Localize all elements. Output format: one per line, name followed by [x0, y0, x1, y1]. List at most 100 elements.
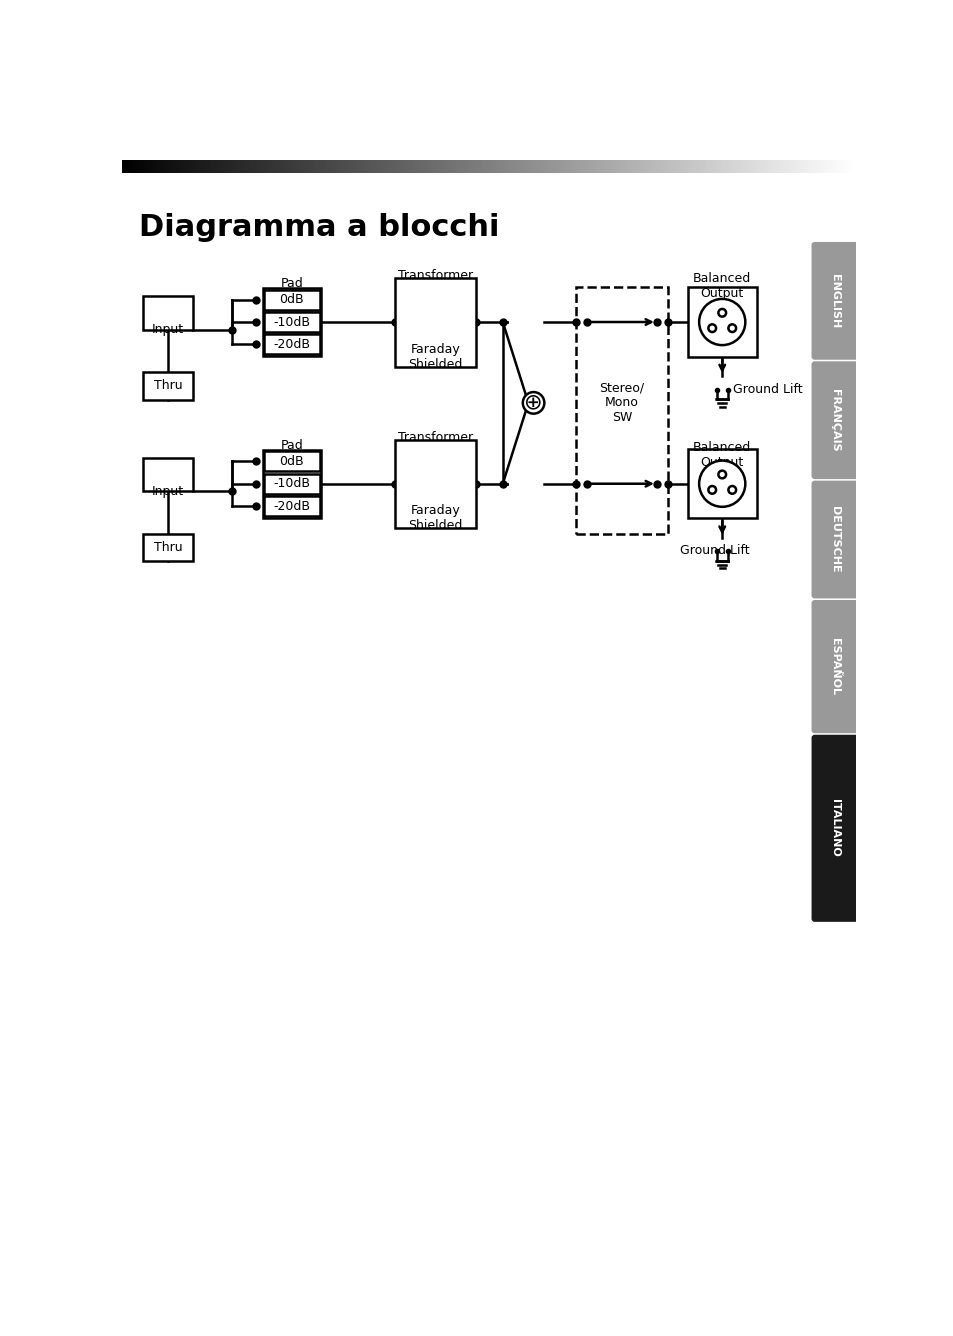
Bar: [753, 160, 757, 172]
Bar: [353, 160, 356, 172]
Bar: [448, 160, 452, 172]
Bar: [577, 160, 580, 172]
Bar: [382, 160, 386, 172]
Bar: [283, 160, 287, 172]
Bar: [360, 160, 364, 172]
Bar: [801, 160, 804, 172]
Bar: [452, 160, 456, 172]
Bar: [232, 160, 235, 172]
Bar: [143, 371, 193, 399]
Bar: [228, 160, 232, 172]
Bar: [628, 160, 632, 172]
Bar: [602, 160, 606, 172]
Bar: [217, 160, 220, 172]
Text: Faraday
Shielded: Faraday Shielded: [408, 342, 462, 370]
Bar: [646, 160, 650, 172]
Bar: [826, 160, 830, 172]
Bar: [220, 160, 224, 172]
Bar: [316, 160, 319, 172]
Bar: [727, 160, 731, 172]
Bar: [587, 160, 591, 172]
Bar: [686, 160, 690, 172]
Bar: [841, 160, 844, 172]
Bar: [264, 334, 319, 354]
Bar: [422, 160, 426, 172]
Bar: [760, 160, 763, 172]
Bar: [158, 160, 162, 172]
Bar: [470, 160, 474, 172]
Bar: [305, 160, 309, 172]
Text: Transformer: Transformer: [397, 269, 473, 282]
Bar: [690, 160, 694, 172]
Text: ITALIANO: ITALIANO: [829, 799, 840, 858]
Text: Transformer: Transformer: [397, 430, 473, 444]
Bar: [408, 160, 412, 172]
Bar: [192, 160, 194, 172]
Bar: [349, 160, 353, 172]
Bar: [396, 160, 400, 172]
Bar: [598, 160, 602, 172]
Text: 0dB: 0dB: [279, 293, 304, 306]
Bar: [503, 160, 507, 172]
Bar: [393, 160, 396, 172]
Bar: [243, 160, 246, 172]
Bar: [129, 160, 132, 172]
Bar: [154, 160, 158, 172]
Bar: [529, 160, 533, 172]
Bar: [539, 160, 543, 172]
Bar: [345, 160, 349, 172]
Bar: [819, 160, 822, 172]
Bar: [264, 474, 319, 494]
Bar: [580, 160, 584, 172]
Circle shape: [522, 391, 544, 414]
Bar: [617, 160, 620, 172]
Bar: [143, 295, 193, 330]
Bar: [253, 160, 257, 172]
Text: DEUTSCHE: DEUTSCHE: [829, 506, 840, 573]
Bar: [837, 160, 841, 172]
Bar: [811, 160, 815, 172]
Text: Pad: Pad: [280, 440, 303, 452]
Bar: [301, 160, 305, 172]
Bar: [404, 160, 408, 172]
Bar: [418, 160, 422, 172]
Bar: [162, 160, 166, 172]
Bar: [239, 160, 243, 172]
Text: Thru: Thru: [153, 379, 182, 393]
FancyBboxPatch shape: [811, 600, 859, 733]
Circle shape: [728, 486, 736, 494]
Text: Pad: Pad: [280, 278, 303, 290]
Bar: [514, 160, 517, 172]
Bar: [440, 160, 444, 172]
Bar: [555, 160, 558, 172]
Bar: [698, 160, 701, 172]
Bar: [763, 160, 767, 172]
Bar: [537, 160, 539, 172]
Bar: [492, 160, 496, 172]
Bar: [507, 160, 511, 172]
Bar: [565, 160, 569, 172]
Bar: [327, 160, 331, 172]
Bar: [132, 160, 136, 172]
Bar: [143, 457, 193, 492]
Text: -20dB: -20dB: [273, 500, 310, 513]
Circle shape: [728, 325, 736, 333]
Text: ESPAÑOL: ESPAÑOL: [829, 639, 840, 695]
Bar: [543, 160, 547, 172]
Bar: [416, 160, 418, 172]
Bar: [313, 160, 316, 172]
Bar: [481, 160, 485, 172]
Bar: [262, 450, 321, 517]
Text: -10dB: -10dB: [273, 315, 310, 329]
Text: Input: Input: [152, 485, 184, 498]
Bar: [338, 160, 341, 172]
Bar: [595, 160, 598, 172]
Bar: [264, 290, 319, 310]
Bar: [712, 160, 716, 172]
Bar: [437, 160, 440, 172]
Bar: [210, 160, 213, 172]
Text: ENGLISH: ENGLISH: [829, 274, 840, 327]
FancyBboxPatch shape: [811, 242, 859, 359]
Bar: [261, 160, 265, 172]
Bar: [749, 160, 753, 172]
